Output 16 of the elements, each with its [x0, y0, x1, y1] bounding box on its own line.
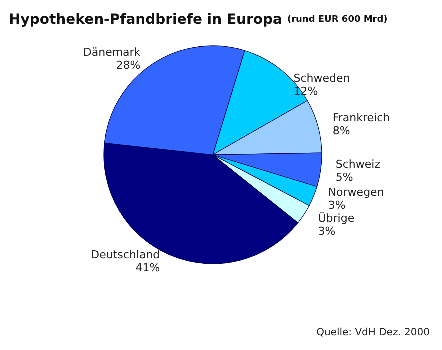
slice-label: Deutschland	[91, 248, 160, 262]
source-note: Quelle: VdH Dez. 2000	[316, 328, 430, 338]
data-label: 3%	[328, 198, 346, 212]
slice-label: Frankreich	[332, 111, 390, 124]
slice-label: Schweden	[294, 72, 350, 85]
slice-label: Norwegen	[328, 186, 384, 199]
chart-subtitle: (rund EUR 600 Mrd)	[287, 15, 388, 25]
data-label: 3%	[318, 224, 336, 238]
data-label: 5%	[336, 171, 354, 184]
data-label: 41%	[136, 261, 160, 274]
data-label: 28%	[116, 58, 141, 72]
slice-label: Übrige	[318, 210, 355, 225]
slice-label: Schweiz	[336, 158, 381, 172]
slice-label: Dänemark	[83, 46, 142, 59]
chart-title: Hypotheken-Pfandbriefe in Europa	[9, 12, 282, 28]
data-label: 8%	[332, 124, 350, 138]
